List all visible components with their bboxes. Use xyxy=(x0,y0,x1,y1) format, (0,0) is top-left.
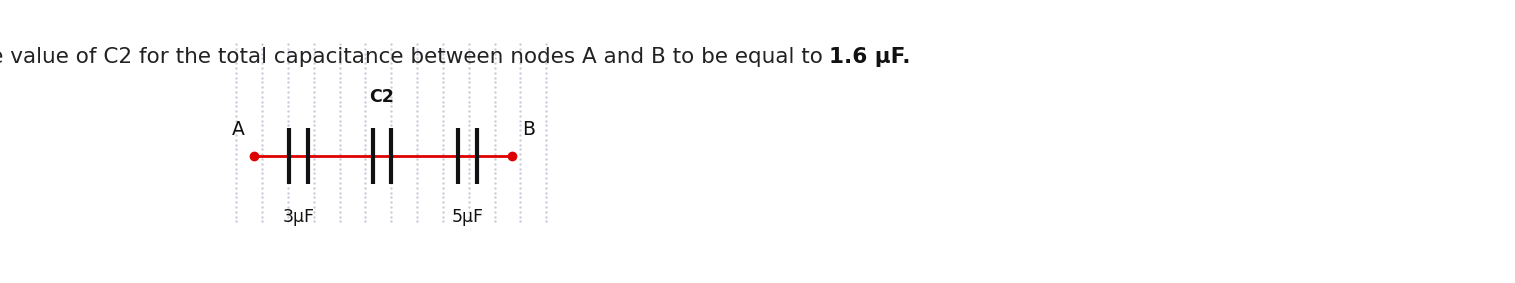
Text: 5μF: 5μF xyxy=(451,208,483,226)
Text: 3μF: 3μF xyxy=(283,208,315,226)
Text: B: B xyxy=(521,120,535,139)
Text: 1.6 μF.: 1.6 μF. xyxy=(829,47,911,67)
Text: C2: C2 xyxy=(370,88,394,106)
Text: Design the value of C2 for the total capacitance between nodes A and B to be equ: Design the value of C2 for the total cap… xyxy=(0,47,829,67)
Text: A: A xyxy=(232,120,244,139)
